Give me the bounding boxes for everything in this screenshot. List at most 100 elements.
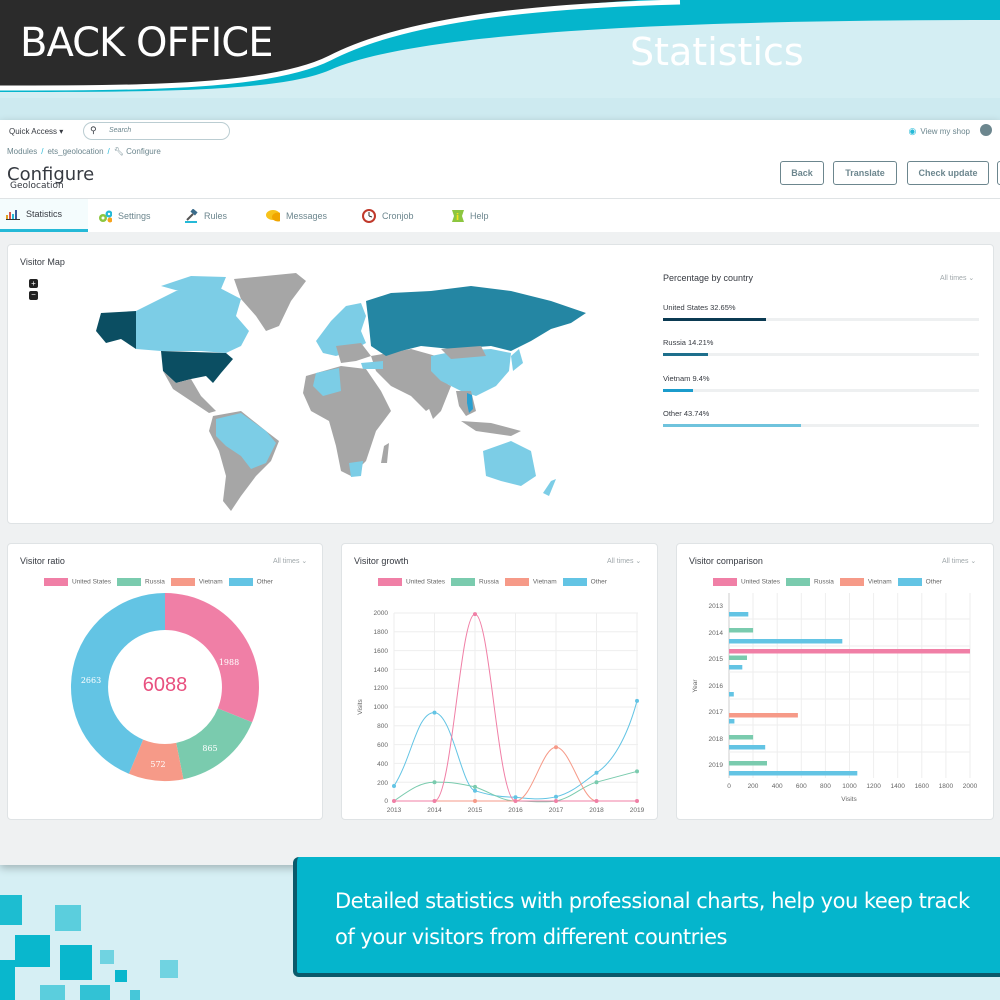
world-map[interactable] [91,271,591,516]
svg-text:1800: 1800 [939,783,954,790]
percentage-bar-track [663,389,979,392]
horizontal-bar-chart[interactable]: 2013 2014 2015 2016 2017 2018 2019 0 200 400 600 8… [677,588,995,818]
line-chart[interactable]: 2000 1800 1600 1400 1200 1000 800 600 40… [342,588,659,818]
svg-text:200: 200 [377,780,388,787]
tab-statistics[interactable]: Statistics [0,199,88,232]
legend-item-other[interactable]: Other [228,578,273,586]
svg-text:1200: 1200 [866,783,881,790]
view-shop-link[interactable]: ◉ View my shop [908,126,970,137]
visitor-comparison-card: Visitor comparison All times ⌄ United St… [676,543,994,820]
banner-title-left: BACK OFFICE [20,20,273,66]
legend-item-vietnam[interactable]: Vietnam [504,578,557,586]
check-update-button[interactable]: Check update [907,161,989,185]
breadcrumb: Modules / ets_geolocation / 🔧︎ Configure [7,147,161,156]
svg-text:572: 572 [150,760,165,769]
svg-text:2019: 2019 [630,807,645,814]
svg-text:2000: 2000 [963,783,978,790]
svg-text:800: 800 [377,723,388,730]
visitor-ratio-filter-dropdown[interactable]: All times ⌄ [273,558,308,565]
percentage-bar-fill [663,389,693,392]
search-input[interactable]: ⚲ Search [83,122,230,140]
more-button[interactable] [997,161,1000,185]
svg-text:i: i [456,213,459,223]
tab-label: Statistics [26,209,63,219]
chart-legend: United States Russia Vietnam Other [44,578,273,586]
chart-legend: United States Russia Vietnam Other [378,578,607,586]
percentage-bar-track [663,424,979,427]
legend-item-us[interactable]: United States [713,578,780,586]
tab-help[interactable]: i Help [444,199,514,232]
slice-vietnam [128,739,184,782]
svg-text:1800: 1800 [374,629,389,636]
svg-text:2014: 2014 [427,807,442,814]
svg-text:0: 0 [727,783,731,790]
svg-text:1988: 1988 [219,658,239,667]
slice-other [70,593,165,774]
chat-bubbles-icon [266,209,280,223]
svg-text:200: 200 [748,783,759,790]
breadcrumb-modules[interactable]: Modules [7,147,38,156]
legend-item-russia[interactable]: Russia [117,578,165,586]
legend-item-us[interactable]: United States [44,578,111,586]
percentage-bar-fill [663,424,802,427]
map-zoom-in-button[interactable]: + [29,279,38,288]
percentage-row-russia: Russia 14.21% [663,338,979,356]
doughnut-total: 6088 [142,674,188,696]
tab-rules[interactable]: Rules [178,199,260,232]
breadcrumb-module[interactable]: ets_geolocation [47,147,104,156]
tab-settings[interactable]: Settings [92,199,178,232]
legend-item-russia[interactable]: Russia [786,578,834,586]
svg-text:600: 600 [377,742,388,749]
svg-text:2015: 2015 [468,807,483,814]
legend-item-other[interactable]: Other [562,578,607,586]
percentage-row-vietnam: Vietnam 9.4% [663,374,979,392]
svg-text:0: 0 [384,798,388,805]
gavel-icon [184,208,198,223]
percentage-label: Other 43.74% [663,409,710,418]
svg-text:2013: 2013 [709,603,724,610]
visitor-ratio-title: Visitor ratio [20,556,65,566]
eye-icon: ◉ [908,126,917,136]
svg-text:865: 865 [202,744,217,753]
slice-us [165,593,259,723]
tab-label: Messages [286,210,328,221]
legend-item-russia[interactable]: Russia [451,578,499,586]
visitor-comparison-title: Visitor comparison [689,556,763,566]
legend-item-us[interactable]: United States [378,578,445,586]
svg-text:600: 600 [796,783,807,790]
promo-banner: BACK OFFICE Statistics [0,0,1000,120]
svg-text:1600: 1600 [374,648,389,655]
legend-item-vietnam[interactable]: Vietnam [839,578,892,586]
legend-item-other[interactable]: Other [897,578,942,586]
banner-title-right: Statistics [630,30,804,74]
help-icon: i [450,209,464,223]
svg-text:1200: 1200 [374,685,389,692]
translate-button[interactable]: Translate [833,161,897,185]
tab-label: Cronjob [382,210,414,221]
percentage-bar-track [663,353,979,356]
tab-bar: Statistics Settings Rules Messages Cronj… [0,198,1000,232]
svg-text:2019: 2019 [709,762,724,769]
tab-messages[interactable]: Messages [260,199,356,232]
quick-access-dropdown[interactable]: Quick Access ▾ [9,127,64,136]
svg-text:2014: 2014 [709,630,724,637]
percentage-row-us: United States 32.65% [663,303,979,321]
percentage-filter-dropdown[interactable]: All times ⌄ [940,275,975,282]
svg-text:2017: 2017 [549,807,564,814]
visitor-growth-filter-dropdown[interactable]: All times ⌄ [607,558,642,565]
page-title: Configure [7,164,95,185]
visitor-comparison-filter-dropdown[interactable]: All times ⌄ [942,558,977,565]
doughnut-chart[interactable]: 1988 865 572 2663 [69,591,261,783]
percentage-title: Percentage by country [663,273,754,283]
svg-text:2018: 2018 [709,736,724,743]
svg-text:800: 800 [820,783,831,790]
tab-cronjob[interactable]: Cronjob [356,199,444,232]
map-zoom-out-button[interactable]: − [29,291,38,300]
svg-text:Year: Year [692,679,699,693]
user-account-icon[interactable] [980,124,992,136]
legend-item-vietnam[interactable]: Vietnam [170,578,223,586]
tab-label: Help [470,210,489,221]
svg-text:400: 400 [772,783,783,790]
svg-text:Visits: Visits [357,699,364,715]
back-button[interactable]: Back [780,161,824,185]
